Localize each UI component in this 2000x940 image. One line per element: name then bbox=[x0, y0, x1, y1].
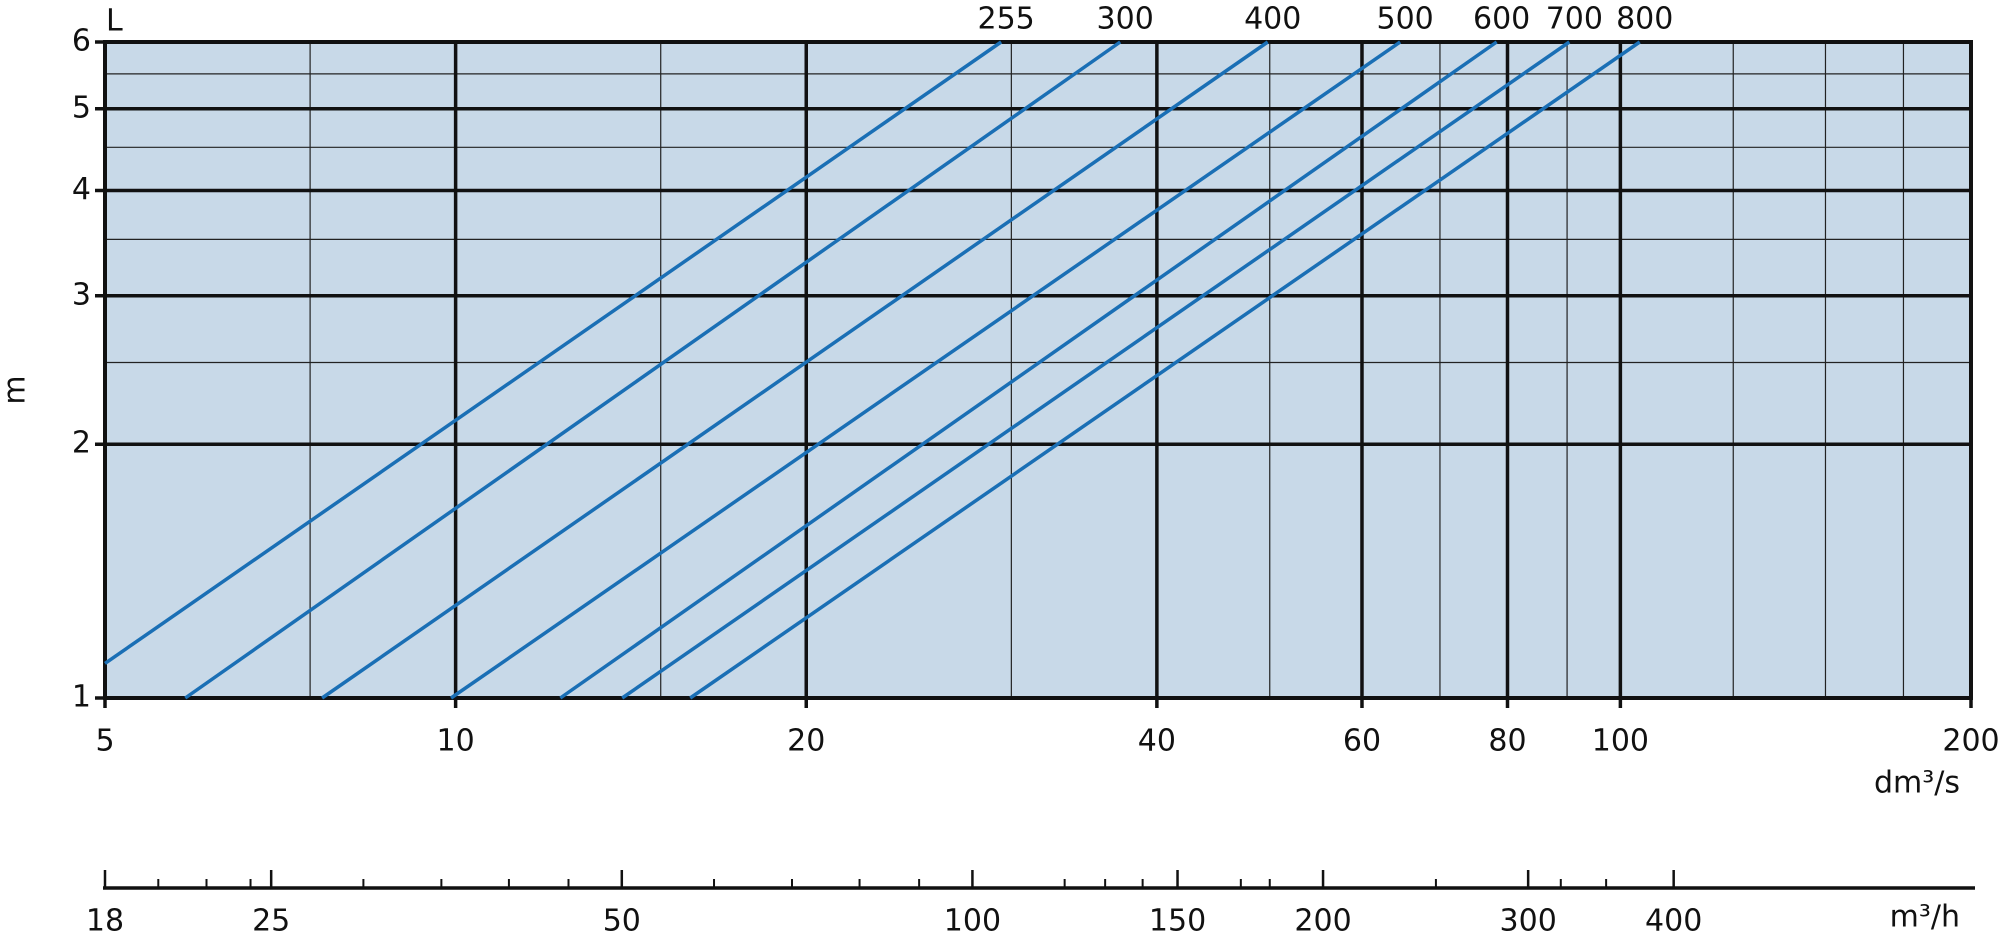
x-tick-label: 60 bbox=[1343, 724, 1381, 759]
series-label: 400 bbox=[1244, 2, 1301, 37]
x-tick-label: 200 bbox=[1942, 724, 1999, 759]
x2-tick-label: 150 bbox=[1149, 904, 1206, 939]
plot-frame bbox=[103, 40, 1973, 700]
y-tick-label: 4 bbox=[72, 172, 91, 207]
x2-tick-label: 200 bbox=[1294, 904, 1351, 939]
x-tick-label: 5 bbox=[95, 724, 114, 759]
x2-tick-label: 300 bbox=[1500, 904, 1557, 939]
plot-background bbox=[105, 42, 1971, 698]
x-tick-label: 20 bbox=[787, 724, 825, 759]
series-label: 300 bbox=[1097, 2, 1154, 37]
y-tick-label: 3 bbox=[72, 277, 91, 312]
series-label: 800 bbox=[1616, 2, 1673, 37]
x2-tick-label: 50 bbox=[603, 904, 641, 939]
series-line bbox=[621, 40, 1571, 700]
series-label: 700 bbox=[1546, 2, 1603, 37]
series-line bbox=[104, 40, 1003, 665]
x-axis-label: dm³/s bbox=[1874, 766, 1960, 801]
y-tick-label: 1 bbox=[72, 680, 91, 715]
series-label: 600 bbox=[1473, 2, 1530, 37]
x2-axis-label: m³/h bbox=[1890, 900, 1960, 935]
x2-tick-label: 25 bbox=[252, 904, 290, 939]
series-line bbox=[184, 40, 1122, 700]
series-line bbox=[321, 40, 1269, 700]
y-tick-label: 2 bbox=[72, 426, 91, 461]
series-label: 255 bbox=[977, 2, 1034, 37]
series-line bbox=[689, 40, 1641, 700]
x2-tick-label: 100 bbox=[944, 904, 1001, 939]
x-tick-label: 100 bbox=[1592, 724, 1649, 759]
x-tick-label: 10 bbox=[437, 724, 475, 759]
x-tick-label: 40 bbox=[1138, 724, 1176, 759]
series-line bbox=[450, 40, 1402, 700]
y-tick-label: 6 bbox=[72, 24, 91, 59]
x2-tick-label: 400 bbox=[1645, 904, 1702, 939]
x-tick-label: 80 bbox=[1488, 724, 1526, 759]
y-axis-label: m bbox=[0, 375, 33, 404]
series-label: 500 bbox=[1376, 2, 1433, 37]
series-line bbox=[559, 40, 1498, 700]
x2-tick-label: 18 bbox=[86, 904, 124, 939]
y-tick-label: 5 bbox=[72, 90, 91, 125]
chart-title: L bbox=[106, 4, 123, 39]
